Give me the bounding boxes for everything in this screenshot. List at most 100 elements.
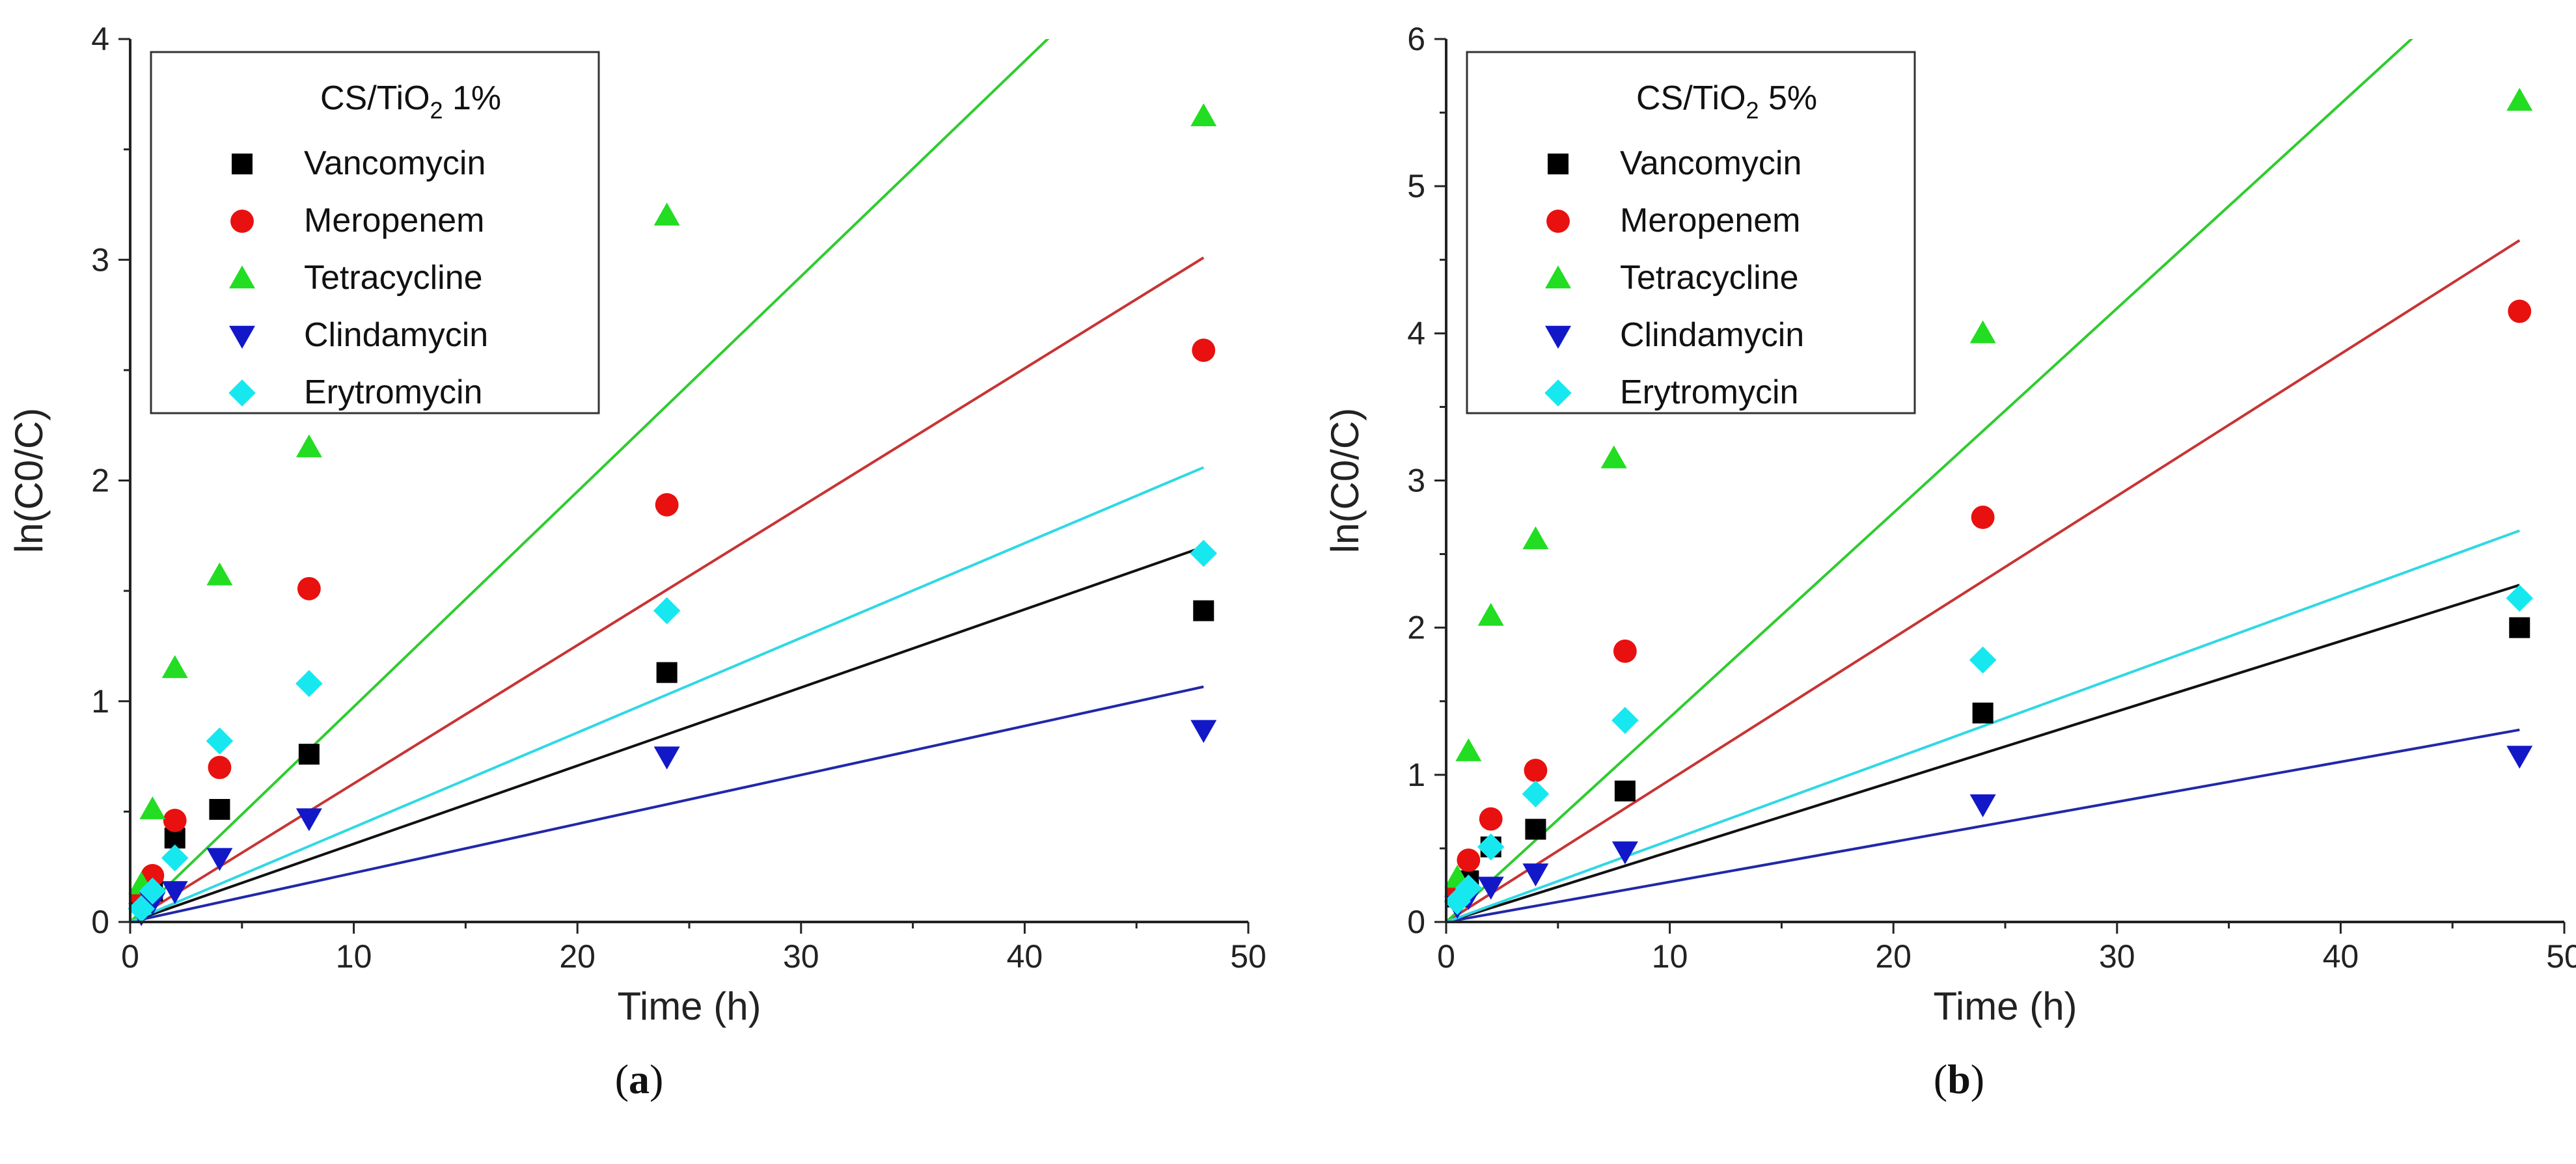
data-point-meropenem (163, 809, 187, 832)
x-tick-label: 40 (1007, 938, 1043, 975)
data-point-vancomycin (2509, 617, 2530, 638)
legend-label-clindamycin: Clindamycin (304, 316, 488, 354)
x-tick-label: 30 (2099, 938, 2135, 975)
y-tick-label: 2 (1407, 610, 1425, 646)
legend-label-tetracycline: Tetracycline (304, 259, 483, 297)
data-point-vancomycin (1193, 600, 1214, 621)
x-tick-label: 10 (336, 938, 372, 975)
data-point-meropenem (1524, 759, 1548, 782)
data-point-vancomycin (1525, 819, 1546, 840)
series-erytromycin (1444, 584, 2534, 915)
data-point-vancomycin (298, 744, 320, 765)
x-tick-label: 40 (2323, 938, 2359, 975)
legend-marker-vancomycin (1548, 154, 1569, 174)
x-tick-label: 20 (559, 938, 596, 975)
data-point-tetracycline (1969, 320, 1996, 344)
data-point-clindamycin (1969, 794, 1996, 818)
legend-marker-vancomycin (232, 154, 253, 174)
data-point-clindamycin (1477, 876, 1504, 900)
fit-line-vancomycin (1446, 584, 2520, 922)
legend-label-meropenem: Meropenem (1620, 202, 1800, 239)
fit-line-clindamycin (130, 685, 1204, 922)
y-tick-label: 0 (91, 904, 109, 940)
data-point-tetracycline (2506, 87, 2533, 111)
data-point-erytromycin (1611, 707, 1639, 734)
series-tetracycline (1444, 87, 2533, 888)
data-point-meropenem (655, 493, 679, 517)
legend-box (1466, 51, 1916, 414)
data-point-tetracycline (1477, 602, 1504, 626)
data-point-clindamycin (161, 881, 188, 904)
panel-caption: (b) (1934, 1056, 1984, 1102)
data-point-erytromycin (1969, 646, 1997, 674)
y-tick-label: 3 (1407, 463, 1425, 499)
data-point-vancomycin (656, 662, 678, 683)
data-point-tetracycline (161, 655, 188, 679)
data-point-tetracycline (139, 796, 166, 820)
data-point-tetracycline (1455, 738, 1482, 761)
legend-marker-erytromycin (1544, 379, 1572, 407)
data-point-meropenem (1613, 639, 1637, 663)
y-axis-label: ln(C0/C) (1323, 408, 1367, 553)
legend-marker-clindamycin (229, 325, 255, 349)
y-tick-label: 1 (91, 683, 109, 720)
data-point-clindamycin (1611, 841, 1638, 865)
data-point-clindamycin (653, 746, 680, 770)
data-point-meropenem (1192, 338, 1216, 362)
data-point-erytromycin (206, 727, 234, 755)
legend-title: CS/TiO2 5% (1636, 79, 1817, 124)
data-point-erytromycin (128, 895, 155, 923)
data-point-meropenem (297, 576, 321, 601)
y-tick-label: 5 (1407, 168, 1425, 204)
x-axis-label: Time (h) (617, 984, 761, 1028)
fit-lines (1446, 39, 2521, 922)
fit-line-erytromycin (1446, 529, 2520, 922)
legend-marker-clindamycin (1545, 325, 1571, 349)
y-tick-label: 4 (91, 21, 109, 57)
data-point-clindamycin (206, 848, 233, 871)
y-tick-label: 3 (91, 241, 109, 278)
legend-marker-erytromycin (228, 379, 256, 407)
data-point-clindamycin (1522, 863, 1549, 887)
data-point-erytromycin (161, 844, 189, 872)
legend-marker-tetracycline (1545, 265, 1571, 289)
series-erytromycin (128, 539, 1218, 923)
legend-label-tetracycline: Tetracycline (1620, 259, 1799, 297)
data-point-tetracycline (1190, 103, 1217, 126)
data-point-tetracycline (1522, 526, 1549, 550)
legend-label-erytromycin: Erytromycin (304, 373, 482, 411)
data-point-meropenem (208, 755, 232, 779)
data-point-erytromycin (139, 877, 167, 905)
fit-line-erytromycin (130, 466, 1205, 922)
y-tick-label: 0 (1407, 904, 1425, 940)
legend: CS/TiO2 5% Vancomycin Meropenem Tetracyclin… (1466, 51, 1916, 414)
data-point-tetracycline (1600, 445, 1627, 468)
fit-line-vancomycin (130, 545, 1204, 922)
legend-marker-tetracycline (229, 265, 255, 289)
data-point-meropenem (1971, 506, 1995, 529)
data-point-erytromycin (1522, 780, 1550, 808)
series-tetracycline (128, 103, 1217, 895)
data-point-meropenem (2508, 299, 2532, 323)
y-axis-label: ln(C0/C) (7, 408, 51, 553)
legend-title: CS/TiO2 1% (320, 79, 501, 124)
panel-b: 0 10 20 30 40 50 0 1 2 3 4 5 6 Time (h) ln(C0/C) CS/TiO… (1323, 21, 2576, 1102)
data-point-clindamycin (2506, 746, 2533, 769)
legend-box (150, 51, 600, 414)
data-point-clindamycin (1190, 720, 1217, 743)
legend-label-clindamycin: Clindamycin (1620, 316, 1804, 354)
x-tick-label: 0 (121, 938, 139, 975)
legend-label-vancomycin: Vancomycin (304, 144, 486, 182)
data-point-meropenem (1479, 807, 1503, 831)
data-point-tetracycline (206, 562, 233, 586)
data-point-vancomycin (209, 798, 230, 820)
x-tick-label: 50 (1230, 938, 1267, 975)
panel-caption: (a) (615, 1056, 664, 1102)
x-tick-label: 0 (1437, 938, 1455, 975)
data-point-vancomycin (1614, 780, 1636, 802)
legend-label-vancomycin: Vancomycin (1620, 144, 1802, 182)
data-point-vancomycin (1972, 702, 1994, 724)
data-point-tetracycline (653, 202, 680, 226)
data-point-meropenem (1457, 848, 1481, 872)
y-tick-label: 4 (1407, 315, 1425, 351)
